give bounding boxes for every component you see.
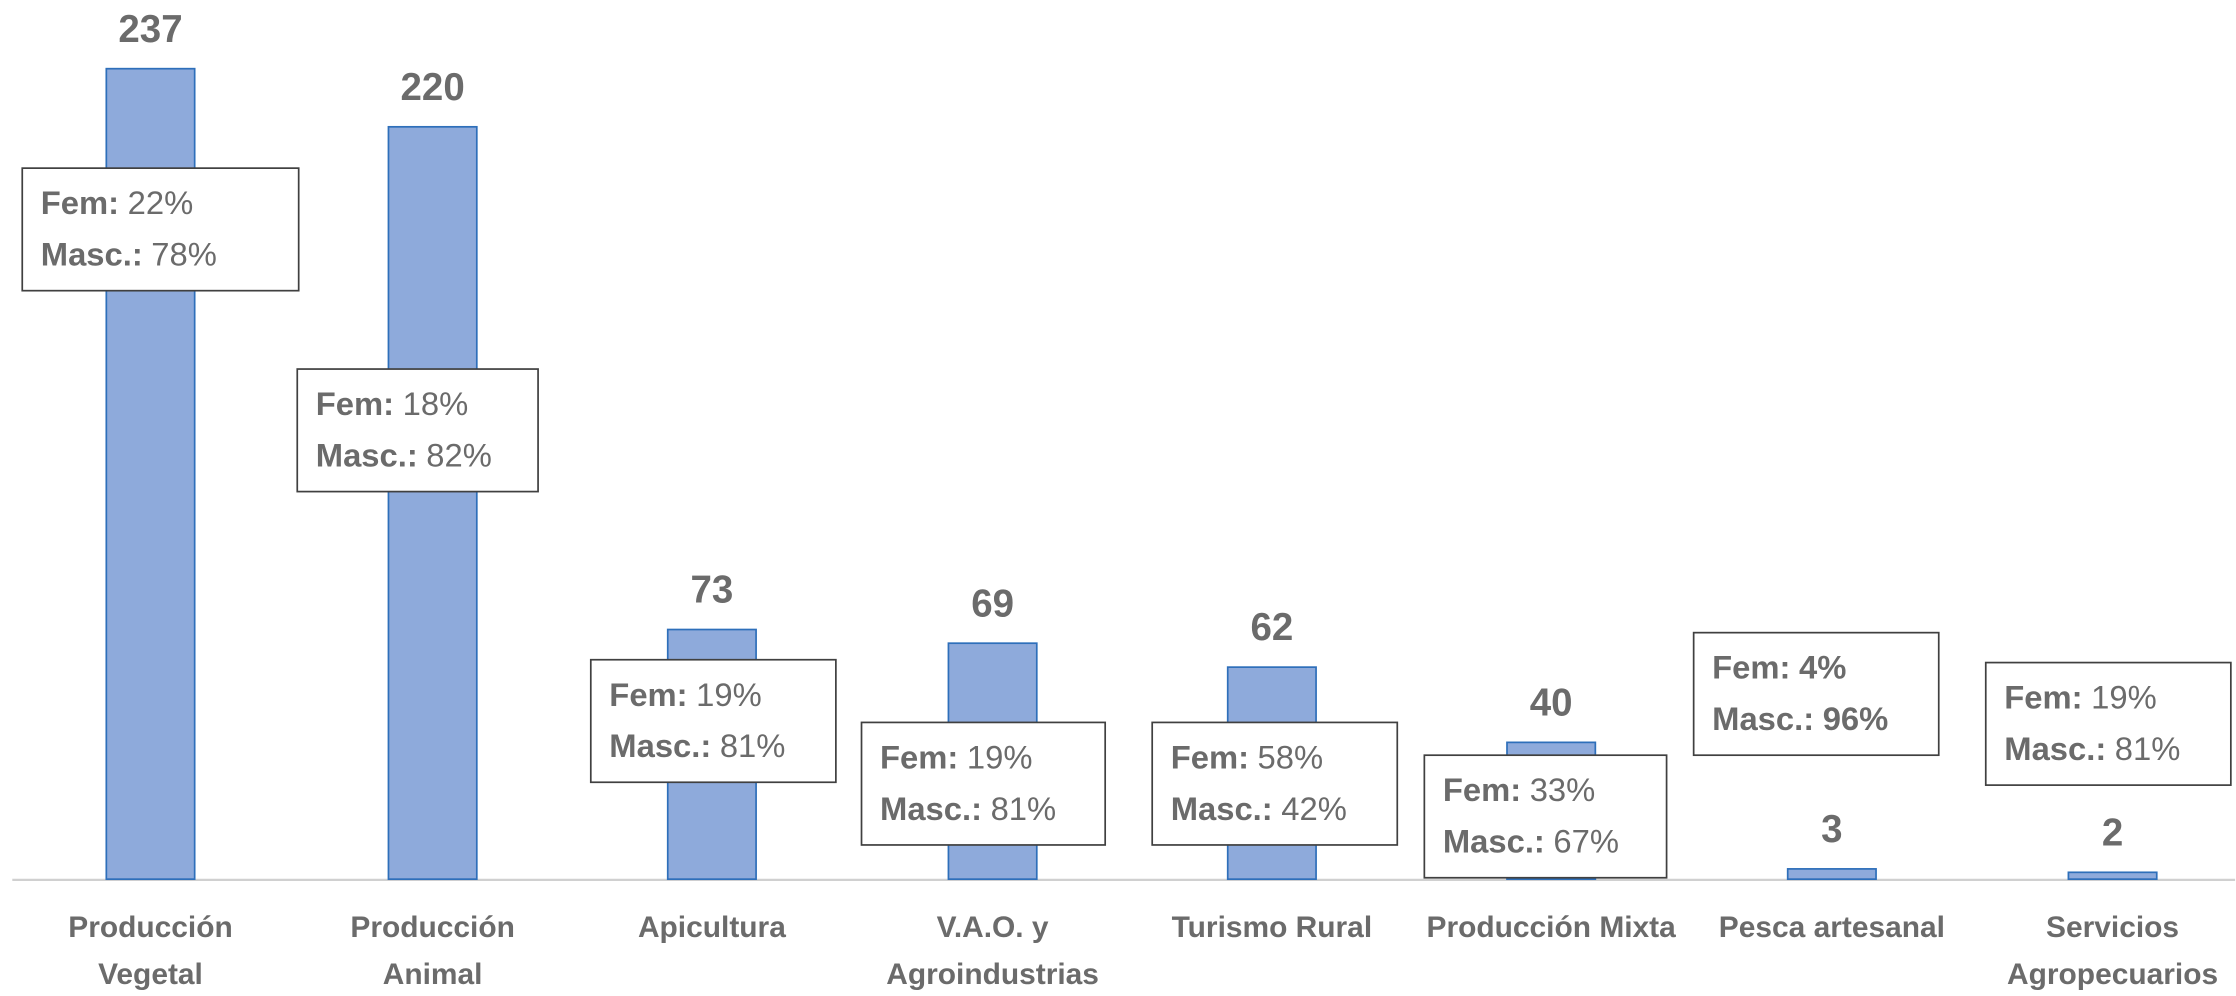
x-tick-label: Pesca artesanal <box>1719 911 1945 944</box>
annotation-value: 19% <box>967 738 1033 775</box>
x-tick-label: Turismo Rural <box>1172 911 1373 944</box>
annotation-value: 82% <box>426 436 492 473</box>
annotation-value: 22% <box>128 184 194 221</box>
annotation-key: Masc.: <box>1712 700 1814 737</box>
annotation-box <box>1423 754 1668 879</box>
annotation-value: 78% <box>151 235 217 272</box>
value-label: 220 <box>401 66 465 109</box>
annotation-text: Fem: 33% <box>1443 771 1595 808</box>
annotation-box <box>296 368 539 493</box>
annotation-key: Masc.: <box>2004 730 2106 767</box>
annotation-key: Fem: <box>1712 648 1790 685</box>
annotation-box <box>1151 721 1399 846</box>
annotation-value: 81% <box>991 789 1057 826</box>
annotation-value: 96% <box>1823 700 1889 737</box>
annotation-key: Masc.: <box>1443 822 1545 859</box>
annotation-text: Fem: 19% <box>880 738 1032 775</box>
annotation-box <box>21 167 300 292</box>
annotation-box <box>1692 631 1940 757</box>
annotation-text: Masc.: 81% <box>880 789 1056 826</box>
annotation-value: 19% <box>2091 678 2157 715</box>
annotation-text: Fem: 22% <box>41 184 193 221</box>
bar <box>2067 871 2158 881</box>
x-tick-label: Producción Vegetal <box>68 911 233 991</box>
annotation-key: Masc.: <box>316 436 418 473</box>
x-tick-label: V.A.O. y Agroindustrias <box>886 911 1099 991</box>
bar <box>1786 868 1877 881</box>
x-tick-label: Producción Animal <box>350 911 515 991</box>
x-tick-label: Servicios Agropecuarios <box>2007 911 2218 991</box>
value-label: 3 <box>1821 808 1842 851</box>
annotation-key: Fem: <box>609 675 687 712</box>
annotation-key: Masc.: <box>41 235 143 272</box>
annotation-key: Fem: <box>1443 771 1521 808</box>
annotation-text: Masc.: 42% <box>1171 789 1347 826</box>
annotation-text: Masc.: 78% <box>41 235 217 272</box>
annotation-key: Fem: <box>41 184 119 221</box>
value-label: 40 <box>1530 681 1573 724</box>
annotation-key: Fem: <box>316 385 394 422</box>
annotation-text: Fem: 4% <box>1712 648 1846 685</box>
annotation-key: Fem: <box>2004 678 2082 715</box>
annotation-text: Fem: 58% <box>1171 738 1323 775</box>
annotation-text: Masc.: 82% <box>316 436 492 473</box>
value-label: 2 <box>2102 811 2123 854</box>
annotation-value: 58% <box>1258 738 1324 775</box>
bar <box>387 125 478 881</box>
annotation-value: 81% <box>2115 730 2181 767</box>
annotation-key: Fem: <box>880 738 958 775</box>
annotation-value: 42% <box>1281 789 1347 826</box>
annotation-text: Masc.: 96% <box>1712 700 1888 737</box>
annotation-key: Masc.: <box>880 789 982 826</box>
annotation-key: Masc.: <box>609 727 711 764</box>
annotation-value: 81% <box>720 727 786 764</box>
annotation-value: 19% <box>696 675 762 712</box>
annotation-value: 33% <box>1530 771 1596 808</box>
annotation-value: 67% <box>1553 822 1619 859</box>
annotation-text: Fem: 19% <box>2004 678 2156 715</box>
annotation-text: Fem: 18% <box>316 385 468 422</box>
value-label: 62 <box>1250 606 1293 649</box>
x-tick-label: Producción Mixta <box>1427 911 1677 944</box>
annotation-text: Masc.: 81% <box>609 727 785 764</box>
annotation-key: Masc.: <box>1171 789 1273 826</box>
value-label: 69 <box>971 582 1014 625</box>
x-tick-label: Apicultura <box>638 911 786 944</box>
annotation-box <box>1984 661 2232 786</box>
annotation-box <box>589 658 837 784</box>
annotation-value: 18% <box>403 385 469 422</box>
annotation-value: 4% <box>1799 648 1846 685</box>
annotation-box <box>860 721 1107 846</box>
annotation-text: Fem: 19% <box>609 675 761 712</box>
annotation-text: Masc.: 67% <box>1443 822 1619 859</box>
annotation-key: Fem: <box>1171 738 1249 775</box>
value-label: 237 <box>118 8 182 51</box>
value-label: 73 <box>691 569 734 612</box>
annotation-text: Masc.: 81% <box>2004 730 2180 767</box>
